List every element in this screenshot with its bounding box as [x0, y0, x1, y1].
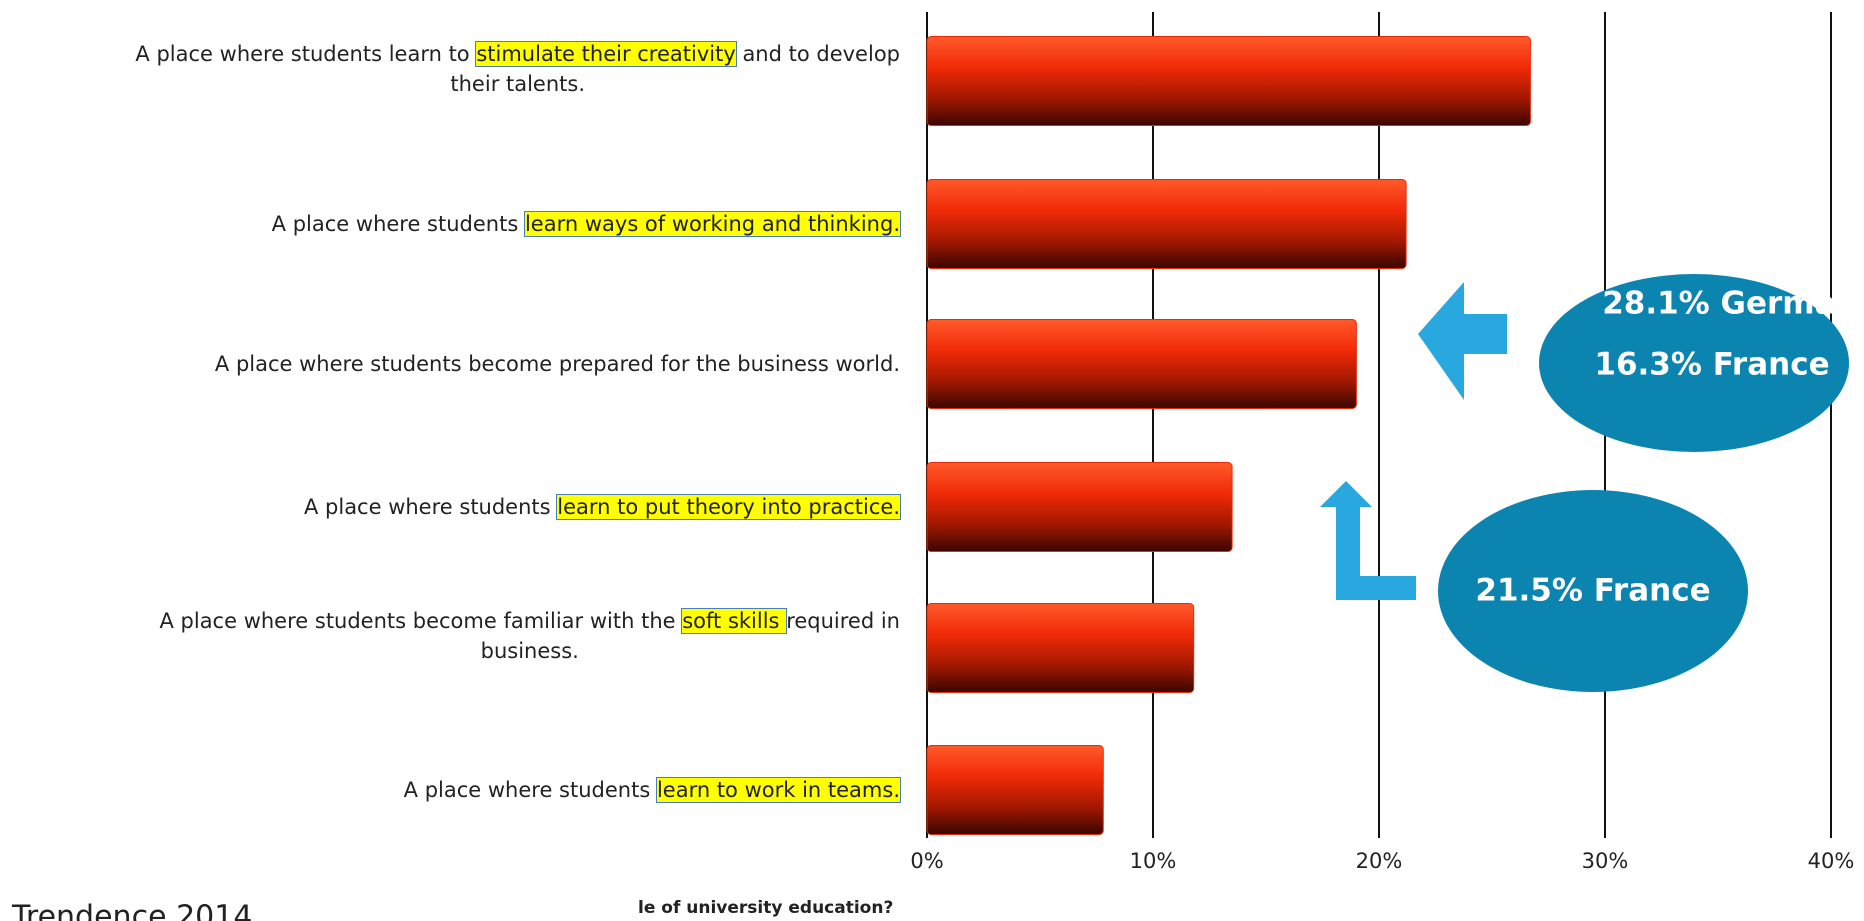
highlight-text: learn to put theory into practice. [556, 494, 901, 520]
category-label-text: A place where students learn to put theo… [303, 492, 901, 522]
bar [926, 745, 1104, 835]
callout-text: 28.1% Germany [1602, 286, 1864, 322]
callout-text: 16.3% France [1594, 347, 1829, 383]
highlight-text: learn ways of working and thinking. [523, 211, 902, 237]
x-tick-label: 20% [1356, 849, 1403, 873]
label-line: A place where students learn ways of wor… [271, 209, 902, 239]
label-line: their talents. [135, 69, 900, 99]
label-line: A place where students learn to put theo… [303, 492, 901, 522]
category-label-text: A place where students become prepared f… [215, 349, 900, 379]
x-tick-label: 0% [910, 849, 943, 873]
label-text: A place where students become prepared f… [214, 352, 900, 376]
category-label-text: A place where students learn to work in … [403, 775, 902, 805]
bar [926, 36, 1531, 126]
category-label-text: A place where students become familiar w… [159, 606, 900, 666]
label-line: A place where students learn to work in … [403, 775, 902, 805]
label-line: A place where students learn to stimulat… [135, 39, 900, 69]
label-text: A place where students become familiar w… [159, 609, 683, 633]
question: le of university education? [638, 898, 893, 918]
label-text: business. [480, 639, 579, 663]
bar [926, 179, 1407, 269]
category-label: A place where students become prepared f… [215, 349, 900, 379]
arrow-left [1418, 282, 1507, 400]
category-label-text: A place where students learn to stimulat… [135, 39, 900, 99]
highlight-text: stimulate their creativity [475, 41, 737, 67]
label-text: A place where students [271, 212, 525, 236]
callout [1539, 274, 1849, 452]
category-label-text: A place where students learn ways of wor… [271, 209, 902, 239]
bar [926, 603, 1195, 693]
label-text: required in [786, 609, 900, 633]
bar [926, 319, 1357, 409]
category-label: A place where students learn ways of wor… [271, 209, 902, 239]
category-label: A place where students learn to stimulat… [135, 39, 900, 99]
label-text: A place where students learn to [135, 42, 477, 66]
label-text: their talents. [450, 72, 586, 96]
x-tick-label: 40% [1808, 849, 1855, 873]
highlight-text: learn to work in teams. [655, 777, 902, 803]
label-text: A place where students [303, 495, 558, 519]
label-text: A place where students [403, 778, 657, 802]
category-label: A place where students learn to put theo… [303, 492, 901, 522]
source: Trendence 2014 [11, 900, 252, 921]
highlight-text: soft skills [681, 608, 788, 634]
x-tick-label: 10% [1130, 849, 1177, 873]
category-label: A place where students learn to work in … [403, 775, 902, 805]
arrow-up-bent [1320, 481, 1416, 600]
label-line: A place where students become prepared f… [215, 349, 900, 379]
callout-text: 21.5% France [1475, 573, 1710, 609]
label-line: business. [159, 636, 900, 666]
bar [926, 462, 1233, 552]
label-line: A place where students become familiar w… [159, 606, 900, 636]
x-tick-label: 30% [1582, 849, 1629, 873]
callout [1438, 490, 1748, 692]
label-text: and to develop [735, 42, 900, 66]
category-label: A place where students become familiar w… [159, 606, 900, 666]
